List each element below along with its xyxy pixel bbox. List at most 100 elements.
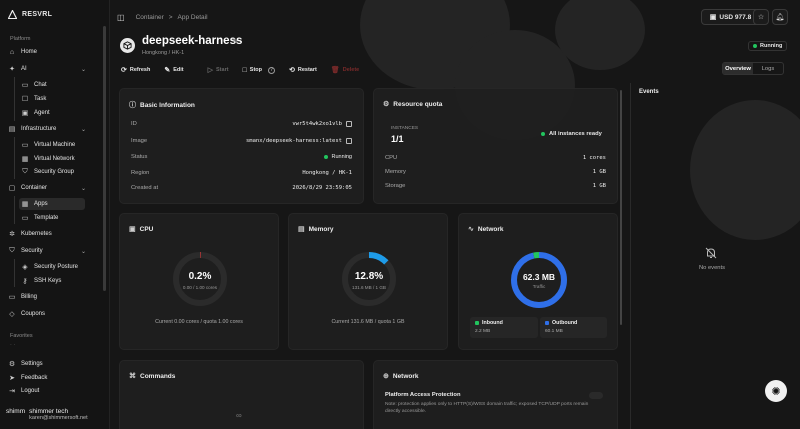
- sparkle-icon: ✦: [9, 66, 15, 73]
- info-value: smanx/deepseek-harness:latest: [245, 138, 342, 144]
- coupon-icon: ◇: [9, 311, 15, 318]
- memory-caption: Current 131.6 MB / quota 1 GB: [331, 319, 405, 325]
- chip-icon: ▣: [129, 226, 136, 233]
- sidebar-item-feedback[interactable]: ➤ Feedback: [6, 372, 86, 384]
- network-total-label: Traffic: [532, 284, 546, 289]
- sidebar-item-label: Virtual Network: [34, 156, 75, 162]
- sidebar-item-label: Apps: [34, 201, 48, 207]
- chat-icon: ▭: [21, 82, 29, 89]
- chevron-down-icon: ⌄: [80, 126, 86, 133]
- sidebar-item-label: Security Posture: [34, 264, 79, 270]
- help-icon[interactable]: ?: [268, 66, 276, 74]
- brand[interactable]: RESVRL: [8, 10, 52, 19]
- stop-button[interactable]: □ Stop?: [243, 66, 276, 74]
- quota-label: Storage: [385, 183, 406, 189]
- chevron-down-icon: ⌄: [80, 185, 86, 192]
- sidebar-item-container[interactable]: ▢ Container ⌄: [6, 182, 86, 194]
- sidebar-item-label: Security Group: [34, 169, 75, 175]
- sidebar-item-agent[interactable]: ▣ Agent: [19, 107, 85, 119]
- edit-name-icon[interactable]: ✎: [232, 37, 239, 46]
- restart-button[interactable]: ⟲ Restart: [289, 66, 317, 74]
- access-protection-title: Platform Access Protection: [385, 392, 461, 398]
- copy-icon[interactable]: [346, 121, 352, 127]
- sidebar-item-ssh-keys[interactable]: ⚷ SSH Keys: [19, 275, 85, 287]
- quota-value: 1 GB: [592, 183, 606, 189]
- tree-line: [14, 259, 15, 287]
- sidebar-item-security-group[interactable]: ⛉ Security Group: [19, 166, 85, 178]
- info-value: 2026/8/29 23:59:05: [292, 185, 352, 191]
- agent-icon: ▣: [21, 110, 29, 117]
- sidebar-item-kubernetes[interactable]: ✲ Kubernetes: [6, 228, 86, 240]
- favorite-button[interactable]: ☆: [753, 9, 769, 25]
- main-scrollbar[interactable]: [620, 90, 622, 325]
- sidebar-item-settings[interactable]: ⚙ Settings: [6, 358, 86, 370]
- breadcrumb-parent[interactable]: Container: [135, 14, 164, 21]
- sidebar-item-task[interactable]: ☐ Task: [19, 93, 85, 105]
- sidebar-item-label: Infrastructure: [21, 126, 57, 132]
- sidebar-item-label: Security: [21, 248, 43, 254]
- sidebar-item-ai[interactable]: ✦ AI ⌄: [6, 63, 86, 75]
- tab-overview[interactable]: Overview: [723, 63, 753, 74]
- resource-quota-card: ⚙ Resource quota INSTANCES 1/1 All instan…: [373, 88, 618, 204]
- start-button[interactable]: ▷ Start: [208, 66, 229, 74]
- sidebar-item-chat[interactable]: ▭ Chat: [19, 79, 85, 91]
- sidebar-toggle-icon[interactable]: ◫: [117, 13, 125, 22]
- info-row-status: Status Running: [131, 154, 352, 160]
- sidebar-item-coupons[interactable]: ◇ Coupons: [6, 308, 86, 320]
- shield-icon: ⛉: [22, 168, 28, 175]
- outbound-label: Outbound: [552, 320, 578, 326]
- start-label: Start: [216, 67, 229, 73]
- network-icon: ▦: [21, 156, 29, 163]
- refresh-button[interactable]: ⟳ Refresh: [121, 66, 150, 74]
- sidebar-item-apps[interactable]: ▦ Apps: [19, 198, 85, 210]
- card-title: ⚙ Resource quota: [383, 100, 442, 109]
- sidebar-item-security-posture[interactable]: ◈ Security Posture: [19, 261, 85, 273]
- sidebar-item-label: Task: [34, 96, 47, 102]
- edit-button[interactable]: ✎ Edit: [164, 66, 183, 74]
- sidebar-item-template[interactable]: ▭ Template: [19, 212, 85, 224]
- restart-icon: ⟲: [289, 67, 295, 74]
- home-icon: ⌂: [9, 48, 15, 56]
- sidebar-item-security[interactable]: ⛉ Security ⌄: [6, 245, 86, 257]
- edit-label: Edit: [173, 67, 184, 73]
- delete-button[interactable]: 🗑︎ Delete: [331, 66, 359, 74]
- send-icon: ➤: [9, 375, 15, 382]
- status-dot: [323, 155, 328, 159]
- sidebar-item-label: Template: [34, 215, 59, 221]
- sidebar-scrollbar[interactable]: [103, 26, 106, 291]
- memory-gauge-value: 12.8%: [354, 271, 384, 282]
- card-title: ⌘ Commands: [129, 372, 175, 381]
- sidebar-item-home[interactable]: ⌂ Home: [6, 46, 86, 58]
- info-label: Status: [131, 154, 148, 160]
- sidebar-item-virtual-network[interactable]: ▦ Virtual Network: [19, 153, 85, 165]
- sparkle-icon: ✺: [771, 385, 781, 398]
- sidebar-item-infrastructure[interactable]: ▤ Infrastructure ⌄: [6, 123, 86, 135]
- app-region: Hongkong / HK-1: [142, 50, 185, 56]
- command-icon: ⌘: [129, 373, 136, 380]
- basic-info-card: ⓘ Basic Information ID vwr5t4wk2xo1vlb Ima…: [119, 88, 364, 204]
- tab-logs[interactable]: Logs: [761, 65, 775, 72]
- sidebar-item-logout[interactable]: ⇥ Logout: [6, 385, 86, 397]
- terminal-icon: ∞: [236, 411, 242, 420]
- assistant-fab-button[interactable]: ✺: [765, 380, 787, 402]
- memory-gauge-arc: [342, 252, 396, 306]
- breadcrumb-separator: >: [168, 14, 173, 21]
- balance-button[interactable]: ▣ USD 977.8: [701, 9, 760, 25]
- card-title-label: Memory: [308, 225, 334, 233]
- card-title: ▤ Memory: [298, 225, 334, 234]
- user-profile[interactable]: shimm shimmer tech karen@shimmersoft.net: [6, 408, 88, 421]
- quota-label: CPU: [385, 155, 398, 161]
- sidebar-item-billing[interactable]: ▭ Billing: [6, 291, 86, 303]
- access-protection-toggle[interactable]: [589, 392, 603, 399]
- notifications-button[interactable]: 🔔︎: [772, 9, 788, 25]
- memory-gauge-ring: [342, 252, 396, 306]
- network-total: 62.3 MB: [522, 272, 556, 282]
- sidebar-item-virtual-machine[interactable]: ▭ Virtual Machine: [19, 139, 85, 151]
- monitor-icon: ▭: [21, 142, 29, 149]
- copy-icon[interactable]: [346, 138, 352, 144]
- events-title: Events: [639, 89, 659, 95]
- favorites-more-icon[interactable]: · ·: [10, 342, 16, 348]
- chevron-down-icon: ⌄: [80, 248, 86, 255]
- sidebar-item-label: Coupons: [21, 311, 46, 317]
- outbound-legend-swatch: [545, 321, 549, 325]
